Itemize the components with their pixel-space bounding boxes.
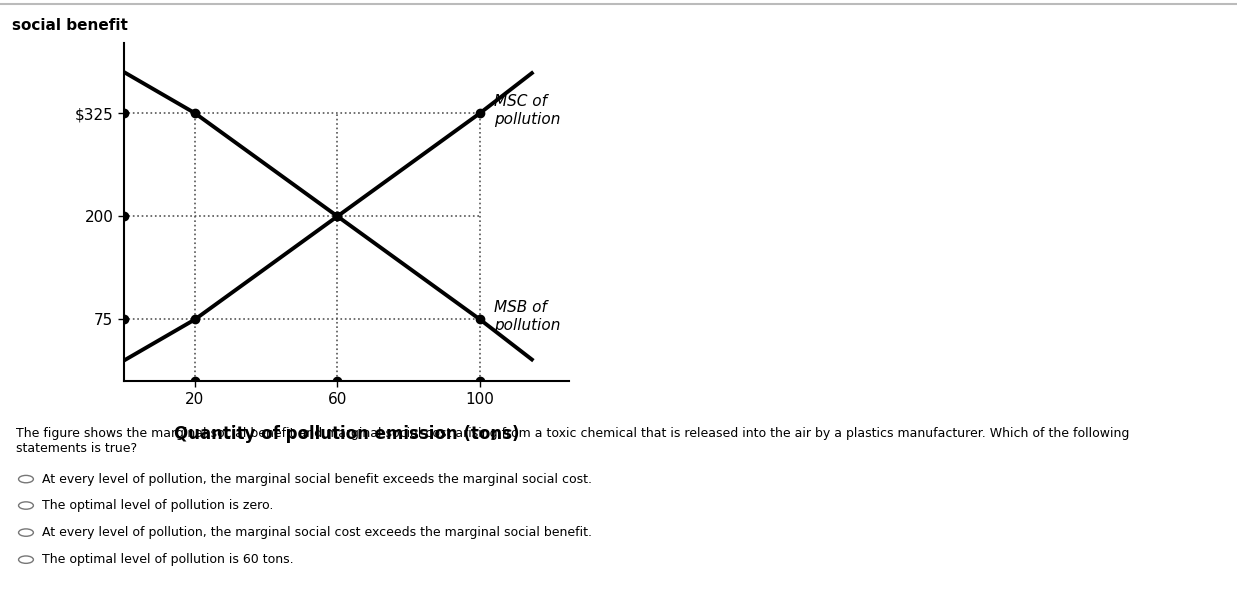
Text: The optimal level of pollution is zero.: The optimal level of pollution is zero. xyxy=(42,499,273,512)
Text: At every level of pollution, the marginal social benefit exceeds the marginal so: At every level of pollution, the margina… xyxy=(42,472,593,486)
Text: social benefit: social benefit xyxy=(12,18,129,33)
Text: The optimal level of pollution is 60 tons.: The optimal level of pollution is 60 ton… xyxy=(42,553,293,566)
Text: MSC of
pollution: MSC of pollution xyxy=(495,94,560,127)
Text: MSB of
pollution: MSB of pollution xyxy=(495,301,560,333)
Text: Quantity of pollution emission (tons): Quantity of pollution emission (tons) xyxy=(173,426,520,443)
Text: The figure shows the marginal social benefit and marginal social cost arising fr: The figure shows the marginal social ben… xyxy=(16,427,1129,456)
Text: At every level of pollution, the marginal social cost exceeds the marginal socia: At every level of pollution, the margina… xyxy=(42,526,593,539)
